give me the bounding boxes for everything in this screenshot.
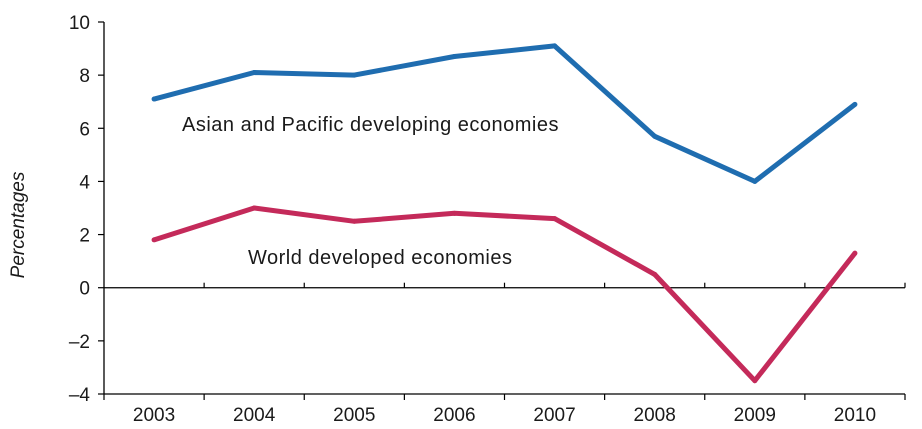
y-tick-label: 0 [79,279,90,300]
data-point [451,54,457,60]
y-tick-label: 2 [79,226,90,247]
data-point [351,72,357,78]
series-label-world-developed: World developed economies [248,247,513,269]
data-point [852,101,858,107]
x-tick-label: 2005 [333,405,375,426]
y-axis-label: Percentages [8,171,29,278]
data-point [552,43,558,49]
y-tick-label: 4 [79,172,90,193]
y-tick-label: 8 [79,66,90,87]
data-point [752,178,758,184]
x-tick-label: 2004 [233,405,276,426]
series-line-1 [153,205,857,384]
data-point [151,96,157,102]
x-tick-label: 2009 [734,405,776,426]
x-tick-label: 2008 [634,405,676,426]
y-tick-label: –2 [69,332,90,353]
x-tick-label: 2010 [834,405,876,426]
data-point [351,218,357,224]
axes: 10 8 6 4 2 0 –2 –4 2003 2004 2005 2006 2007 2008 2009 2… [69,13,906,426]
data-point [652,271,658,277]
y-tick-label: –4 [69,385,91,406]
series-label-asian-pacific: Asian and Pacific developing economies [182,114,559,136]
data-point [652,133,658,139]
data-point [251,69,257,75]
data-point [151,237,157,243]
x-tick-label: 2003 [133,405,175,426]
data-point [552,216,558,222]
data-point [852,250,858,256]
y-tick-label: 10 [69,13,90,34]
data-point [752,378,758,384]
series-lines [151,43,858,384]
data-point [451,210,457,216]
data-point [251,205,257,211]
y-tick-label: 6 [79,119,90,140]
x-tick-label: 2007 [533,405,575,426]
x-tick-label: 2006 [433,405,475,426]
series-line-0 [153,43,857,184]
